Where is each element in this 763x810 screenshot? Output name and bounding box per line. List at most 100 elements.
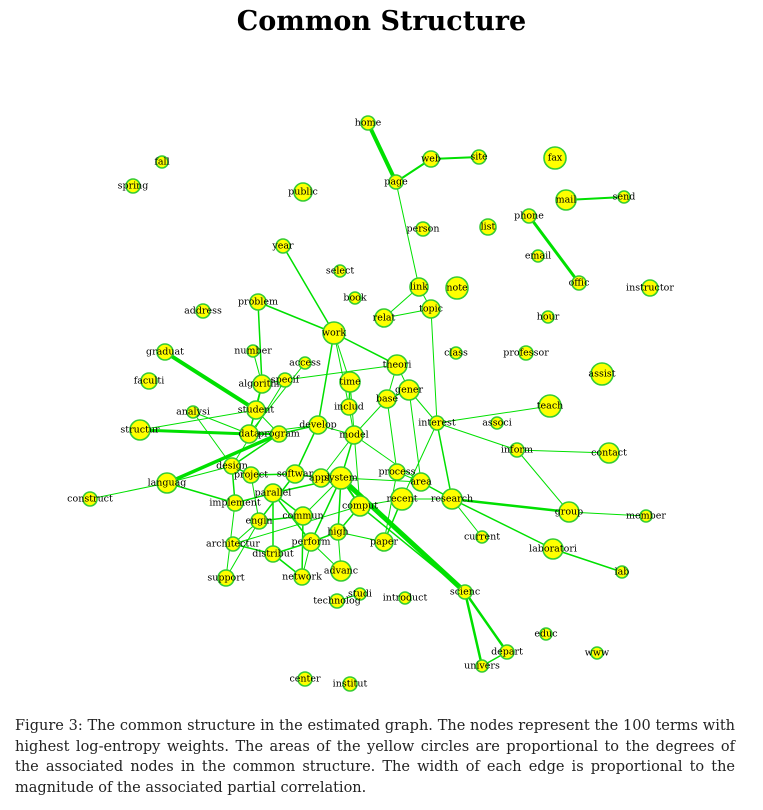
node-circle-year [275, 238, 291, 254]
node-circle-page [388, 174, 404, 190]
node-circle-send [617, 190, 631, 204]
node-circle-technolog [329, 593, 345, 609]
node-label-recent: recent [386, 494, 417, 505]
edge-comput-scienc [359, 505, 466, 593]
network-graph: home fall web site fax spring public page mail se… [67, 115, 674, 692]
node-label-number: number [234, 346, 272, 357]
node-select: select [326, 264, 354, 278]
node-home: home [355, 115, 382, 131]
node-paper: paper [370, 532, 398, 552]
node-assist: assist [588, 362, 616, 386]
node-circle-network [293, 568, 311, 586]
node-email: email [525, 249, 551, 263]
node-circle-theori [386, 354, 408, 376]
node-site: site [470, 149, 488, 165]
node-design: design [216, 457, 248, 475]
node-circle-fax [543, 146, 567, 170]
edge-specif-design [231, 379, 286, 467]
node-label-professor: professor [503, 348, 549, 359]
edge-construct-languag [89, 482, 168, 500]
node-label-relat: relat [373, 313, 396, 324]
node-gener: gener [395, 379, 423, 401]
node-circle-associ [490, 416, 504, 430]
node-circle-group [558, 501, 580, 523]
node-inform: inform [501, 442, 533, 458]
node-circle-time [339, 371, 361, 393]
node-label-graduat: graduat [146, 347, 184, 358]
node-circle-research [441, 488, 463, 510]
node-circle-high [329, 523, 347, 541]
edge-system-area [340, 477, 422, 483]
node-circle-email [531, 249, 545, 263]
node-label-data: data [238, 429, 260, 440]
node-commun: commun [282, 506, 324, 526]
edge-structur-student [139, 409, 257, 431]
node-spring: spring [118, 178, 148, 194]
node-work: work [322, 321, 346, 345]
node-label-languag: languag [148, 478, 187, 489]
node-label-work: work [322, 328, 346, 339]
node-circle-interest [429, 415, 445, 431]
edge-scienc-depart [463, 590, 509, 654]
node-label-advanc: advanc [324, 566, 358, 577]
node-label-select: select [326, 266, 354, 277]
node-circle-architectur [225, 536, 241, 552]
edge-comput-architectur [232, 505, 361, 545]
figure-caption: Figure 3: The common structure in the es… [15, 718, 735, 796]
node-person: person [407, 221, 440, 237]
node-circle-home [360, 115, 376, 131]
edge-inform-contact [516, 449, 610, 454]
node-parallel: parallel [255, 483, 291, 503]
edge-work-develop [317, 332, 335, 426]
node-label-process: process [378, 467, 415, 478]
node-label-faculti: faculti [134, 376, 165, 387]
node-label-analysi: analysi [176, 407, 210, 418]
node-hour: hour [537, 310, 560, 324]
node-analysi: analysi [176, 405, 210, 419]
node-circle-laboratori [542, 538, 564, 560]
edge-paper-process [383, 471, 398, 543]
node-label-structur: structur [120, 425, 160, 436]
node-label-person: person [407, 224, 440, 235]
edge-phone-offic [527, 214, 581, 285]
node-circle-depart [499, 644, 515, 660]
node-implement: implement [209, 494, 261, 512]
node-label-fax: fax [548, 153, 563, 164]
node-circle-contact [598, 442, 620, 464]
node-circle-scienc [457, 584, 473, 600]
node-current: current [464, 530, 500, 544]
node-fax: fax [543, 146, 567, 170]
node-circle-member [639, 509, 653, 523]
node-circle-site [471, 149, 487, 165]
node-develop: develop [299, 415, 337, 435]
node-circle-program [270, 425, 288, 443]
node-label-problem: problem [238, 297, 278, 308]
node-circle-work [322, 321, 346, 345]
node-circle-relat [374, 308, 394, 328]
edge-problem-work [257, 301, 335, 334]
node-structur: structur [120, 419, 160, 441]
node-specif: specif [271, 372, 301, 388]
node-label-project: project [234, 470, 268, 481]
node-label-contact: contact [591, 448, 627, 459]
node-network: network [282, 568, 322, 586]
node-circle-person [415, 221, 431, 237]
node-fall: fall [154, 155, 170, 169]
node-circle-gener [398, 379, 420, 401]
node-label-model: model [339, 430, 368, 441]
node-list: list [479, 218, 497, 236]
node-recent: recent [386, 487, 418, 511]
edge-engin-support [225, 520, 260, 579]
node-layer: home fall web site fax spring public page mail se… [67, 115, 674, 692]
node-includ: includ [334, 398, 364, 416]
node-circle-process [388, 463, 406, 481]
node-distribut: distribut [252, 545, 294, 563]
node-circle-spring [125, 178, 141, 194]
node-architectur: architectur [206, 536, 260, 552]
node-label-note: note [446, 283, 468, 294]
node-circle-distribut [264, 545, 282, 563]
edge-interest-recent [401, 422, 438, 500]
edge-research-group [450, 497, 571, 514]
edge-research-interest [436, 422, 453, 500]
node-label-distribut: distribut [252, 549, 294, 560]
